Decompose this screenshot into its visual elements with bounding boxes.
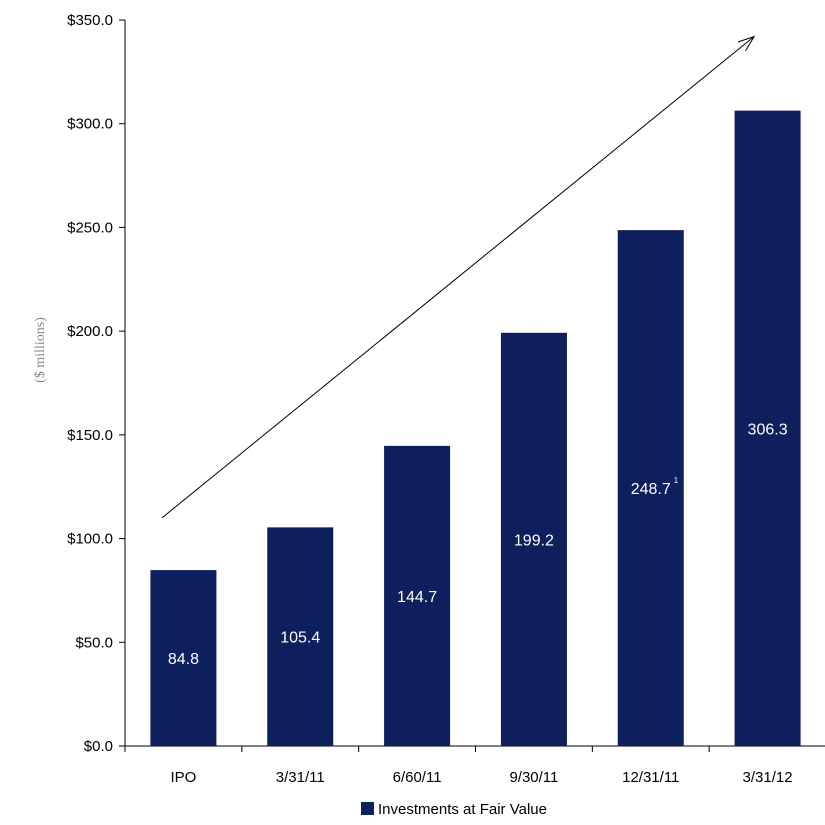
- x-category-label: 12/31/11: [622, 769, 679, 786]
- bar: [150, 570, 217, 746]
- y-tick-label: $0.0: [84, 738, 113, 755]
- y-tick-label: $300.0: [67, 116, 113, 133]
- x-category-label: 6/60/11: [393, 769, 442, 786]
- y-tick-label: $100.0: [67, 531, 113, 548]
- y-tick-label: $350.0: [67, 12, 113, 29]
- data-label: 306.3: [748, 421, 788, 438]
- y-tick-label: $150.0: [67, 427, 113, 444]
- x-category-label: 3/31/12: [743, 769, 793, 786]
- data-label: 199.2: [514, 532, 554, 549]
- footnote-marker: 1: [674, 476, 679, 485]
- data-label: 105.4: [280, 630, 320, 647]
- data-label: 144.7: [397, 589, 437, 606]
- y-tick-label: $50.0: [75, 634, 113, 651]
- x-category-label: 3/31/11: [276, 769, 325, 786]
- y-tick-label: $250.0: [67, 219, 113, 236]
- y-axis-title: ($ millions): [33, 317, 48, 383]
- x-category-label: 9/30/11: [509, 769, 558, 786]
- bar: [734, 110, 801, 746]
- x-category-label: IPO: [170, 769, 196, 786]
- y-tick-label: $200.0: [67, 323, 113, 340]
- bar: [267, 527, 334, 746]
- bar: [384, 445, 451, 746]
- legend-swatch: [361, 802, 374, 815]
- bar: [500, 332, 567, 746]
- legend: Investments at Fair Value: [361, 801, 547, 818]
- data-label: 248.7: [631, 481, 671, 498]
- data-label: 84.8: [168, 651, 199, 668]
- trend-arrow: [161, 37, 754, 519]
- bar: [617, 230, 684, 747]
- legend-label: Investments at Fair Value: [378, 801, 547, 818]
